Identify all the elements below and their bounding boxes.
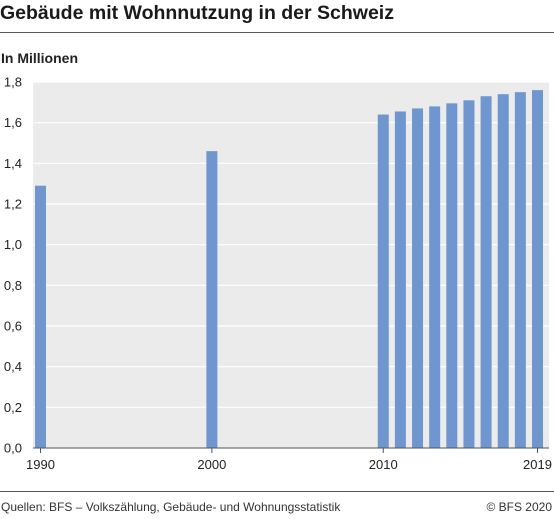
y-tick-label: 1,4 — [4, 156, 22, 171]
bar-chart: 0,0 0,2 0,4 0,6 0,8 1,0 1,2 1,4 1,6 1,8 1990 2000 2… — [4, 75, 552, 473]
source-note: Quellen: BFS – Volkszählung, Gebäude- un… — [1, 500, 341, 514]
bar — [377, 114, 389, 449]
bar — [480, 96, 492, 448]
bar — [429, 106, 441, 449]
unit-label: In Millionen — [1, 50, 78, 66]
x-tick-label: 2000 — [197, 457, 226, 472]
x-tick-label: 1990 — [26, 457, 55, 472]
y-tick-label: 0,6 — [4, 319, 22, 334]
bars — [35, 90, 543, 449]
y-tick-label: 0,4 — [4, 359, 22, 374]
y-tick-label: 1,6 — [4, 115, 22, 130]
title-divider — [0, 32, 554, 33]
plot-area — [33, 82, 549, 448]
y-tick-label: 0,0 — [4, 441, 22, 456]
y-tick-label: 0,8 — [4, 278, 22, 293]
bar — [497, 94, 509, 448]
bar — [35, 185, 46, 448]
y-tick-label: 1,0 — [4, 237, 22, 252]
copyright-note: © BFS 2020 — [486, 500, 552, 514]
x-tick-label: 2010 — [369, 457, 398, 472]
y-tick-label: 1,8 — [4, 75, 22, 90]
grid-lines — [33, 81, 549, 408]
y-tick-label: 1,2 — [4, 197, 22, 212]
y-axis-ticks: 0,0 0,2 0,4 0,6 0,8 1,0 1,2 1,4 1,6 1,8 — [4, 75, 22, 456]
x-axis-ticks: 1990 2000 2010 2019 — [26, 448, 552, 472]
chart-title: Gebäude mit Wohnnutzung in der Schweiz — [0, 2, 394, 24]
x-tick-label: 2019 — [523, 457, 552, 472]
bar — [394, 111, 406, 448]
bar — [206, 151, 218, 448]
bar — [514, 92, 526, 449]
bar — [446, 103, 458, 448]
bar — [532, 90, 543, 448]
y-tick-label: 0,2 — [4, 400, 22, 415]
bar — [412, 108, 424, 448]
bar — [463, 100, 475, 449]
footer-divider — [0, 491, 554, 492]
